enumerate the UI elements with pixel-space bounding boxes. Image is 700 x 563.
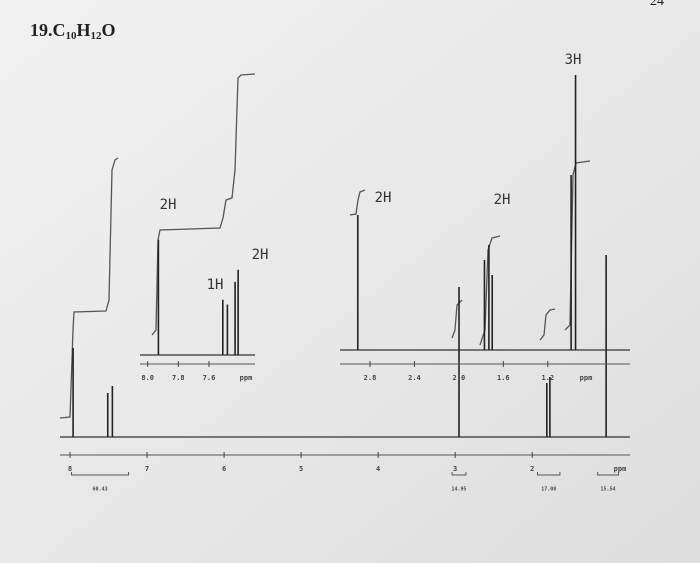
integral-trace <box>59 157 119 419</box>
x-tick-label: 8 <box>68 465 72 473</box>
x-axis-label: ppm <box>580 374 593 382</box>
x-tick-label: 1.6 <box>497 374 510 382</box>
integral-trace <box>349 189 366 216</box>
integral-trace <box>479 235 501 346</box>
x-axis-label: ppm <box>614 465 627 473</box>
integral-value: 15.54 <box>601 487 616 493</box>
proton-count: 3H <box>565 52 582 68</box>
proton-count: 1H <box>207 277 224 293</box>
x-tick-label: 4 <box>376 465 380 473</box>
integral-trace <box>564 160 591 331</box>
x-tick-label: 3 <box>453 465 457 473</box>
x-tick-label: 5 <box>299 465 303 473</box>
x-tick-label: 2 <box>530 465 534 473</box>
integral-bracket <box>597 472 619 476</box>
x-tick-label: 8.0 <box>141 374 154 382</box>
proton-count: 2H <box>375 190 392 206</box>
integral-bracket <box>537 472 561 476</box>
proton-count: 2H <box>252 247 269 263</box>
integral-value: 60.43 <box>93 487 108 493</box>
integral-value: 17.08 <box>541 487 556 493</box>
proton-count: 2H <box>160 197 177 213</box>
x-tick-label: 2.0 <box>453 374 466 382</box>
title: 19.C10H12O <box>30 20 116 41</box>
integral-value: 14.95 <box>451 487 466 493</box>
page-number: 24 <box>650 0 664 9</box>
x-tick-label: 7 <box>145 465 149 473</box>
integral-bracket <box>451 472 467 476</box>
x-tick-label: 6 <box>222 465 226 473</box>
x-tick-label: 7.8 <box>172 374 185 382</box>
integral-trace <box>539 308 556 341</box>
x-tick-label: 2.4 <box>408 374 421 382</box>
x-axis-label: ppm <box>240 374 253 382</box>
integral-bracket <box>71 472 130 476</box>
proton-count: 2H <box>494 192 511 208</box>
x-tick-label: 2.8 <box>364 374 377 382</box>
x-tick-label: 1.2 <box>541 374 554 382</box>
x-tick-label: 7.6 <box>203 374 216 382</box>
